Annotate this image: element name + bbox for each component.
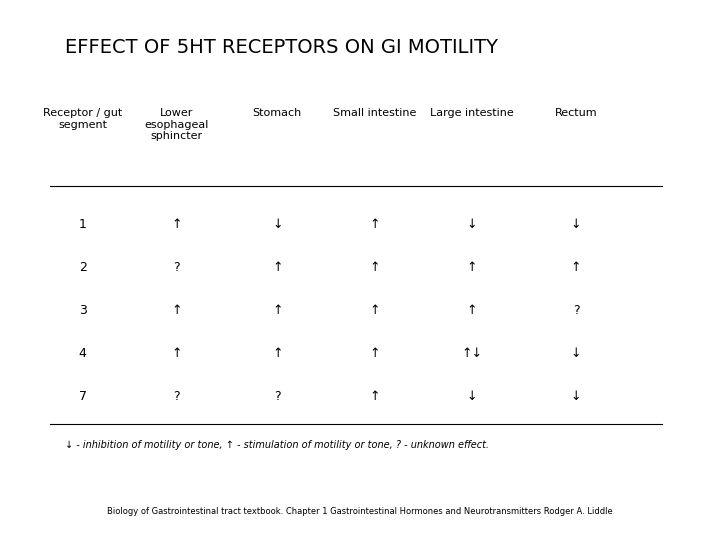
Text: ↓: ↓ — [571, 218, 581, 231]
Text: Receptor / gut
segment: Receptor / gut segment — [43, 108, 122, 130]
Text: ↑↓: ↑↓ — [461, 347, 482, 360]
Text: ↑: ↑ — [369, 390, 379, 403]
Text: ↑: ↑ — [171, 347, 181, 360]
Text: ↓: ↓ — [467, 390, 477, 403]
Text: ↑: ↑ — [171, 218, 181, 231]
Text: ↑: ↑ — [272, 347, 282, 360]
Text: Lower
esophageal
sphincter: Lower esophageal sphincter — [144, 108, 209, 141]
Text: 2: 2 — [79, 261, 86, 274]
Text: 4: 4 — [79, 347, 86, 360]
Text: ↓: ↓ — [467, 218, 477, 231]
Text: ↓: ↓ — [571, 347, 581, 360]
Text: 3: 3 — [79, 304, 86, 317]
Text: ↑: ↑ — [467, 261, 477, 274]
Text: ↑: ↑ — [272, 304, 282, 317]
Text: ?: ? — [274, 390, 281, 403]
Text: Rectum: Rectum — [554, 108, 598, 118]
Text: ↑: ↑ — [467, 304, 477, 317]
Text: ↑: ↑ — [369, 261, 379, 274]
Text: ↑: ↑ — [369, 218, 379, 231]
Text: Small intestine: Small intestine — [333, 108, 416, 118]
Text: ↑: ↑ — [272, 261, 282, 274]
Text: ↑: ↑ — [369, 347, 379, 360]
Text: ↑: ↑ — [369, 304, 379, 317]
Text: ?: ? — [173, 390, 180, 403]
Text: ↓: ↓ — [571, 390, 581, 403]
Text: ?: ? — [173, 261, 180, 274]
Text: 1: 1 — [79, 218, 86, 231]
Text: EFFECT OF 5HT RECEPTORS ON GI MOTILITY: EFFECT OF 5HT RECEPTORS ON GI MOTILITY — [65, 38, 498, 57]
Text: Biology of Gastrointestinal tract textbook. Chapter 1 Gastrointestinal Hormones : Biology of Gastrointestinal tract textbo… — [107, 507, 613, 516]
Text: ↓: ↓ — [272, 218, 282, 231]
Text: ↓ - inhibition of motility or tone, ↑ - stimulation of motility or tone, ? - unk: ↓ - inhibition of motility or tone, ↑ - … — [65, 440, 489, 450]
Text: Large intestine: Large intestine — [430, 108, 513, 118]
Text: ?: ? — [572, 304, 580, 317]
Text: ↑: ↑ — [571, 261, 581, 274]
Text: 7: 7 — [78, 390, 87, 403]
Text: ↑: ↑ — [171, 304, 181, 317]
Text: Stomach: Stomach — [253, 108, 302, 118]
